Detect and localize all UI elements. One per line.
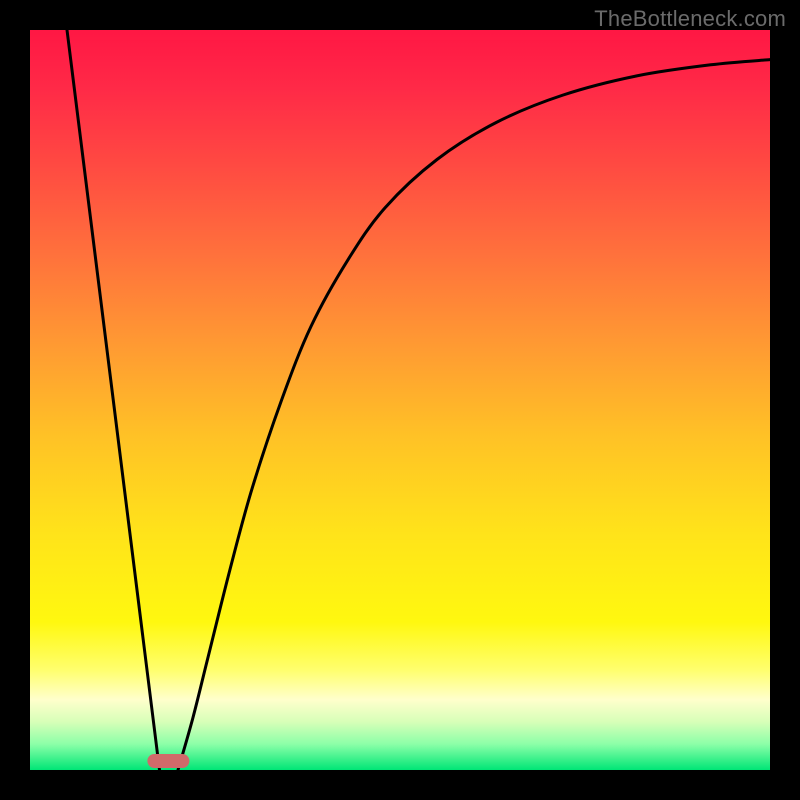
plot-background bbox=[30, 30, 770, 770]
bottleneck-chart bbox=[0, 0, 800, 800]
chart-container: TheBottleneck.com bbox=[0, 0, 800, 800]
watermark-text: TheBottleneck.com bbox=[594, 6, 786, 32]
optimal-range-marker bbox=[147, 754, 189, 768]
